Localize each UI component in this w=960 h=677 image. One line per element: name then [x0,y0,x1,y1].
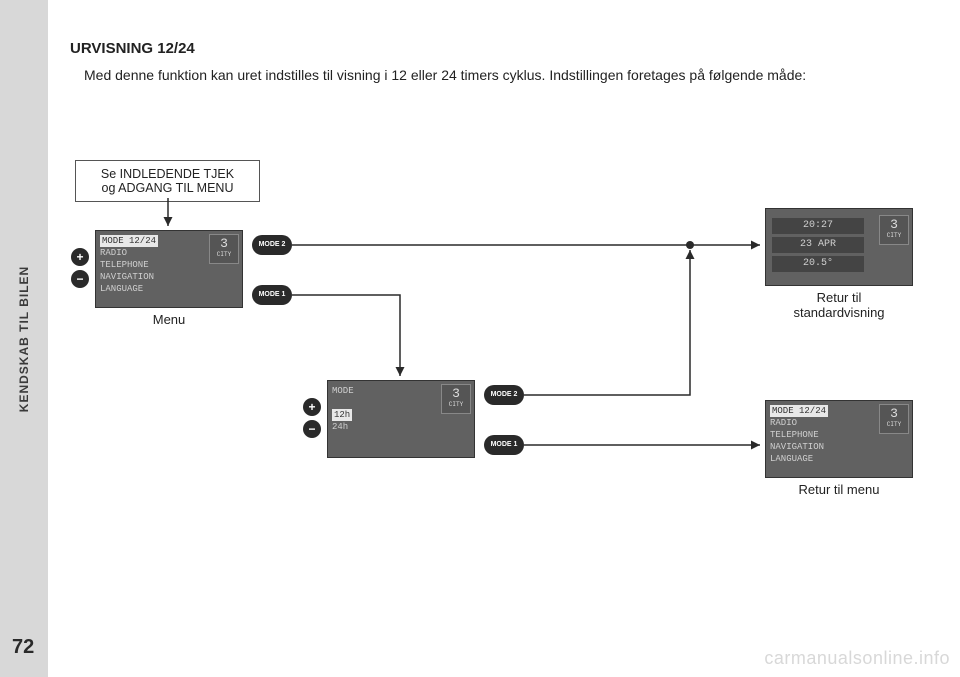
mode1-pill-1[interactable]: MODE 1 [252,285,292,305]
notebox-line1: Se INDLEDENDE TJEK [88,167,247,181]
mode-opt1: 12h [332,409,352,421]
watermark: carmanualsonline.info [764,648,950,669]
rmenu-line3: TELEPHONE [770,430,819,440]
menu-side-icon: 3 CITY [209,234,239,264]
mode2-pill-2[interactable]: MODE 2 [484,385,524,405]
plus-knob-1[interactable]: + [71,248,89,266]
standard-screen: 20:27 23 APR 20.5° 3 CITY [765,208,913,286]
plus-knob-2[interactable]: + [303,398,321,416]
menu-screen: MODE 12/24 RADIO TELEPHONE NAVIGATION LA… [95,230,243,308]
menu-line4: NAVIGATION [100,272,154,282]
std-row3: 20.5° [772,256,864,272]
menu-line5: LANGUAGE [100,284,143,294]
menu-line1: MODE 12/24 [100,235,158,247]
mode-opt2: 24h [332,422,348,432]
rmenu-line4: NAVIGATION [770,442,824,452]
std-side-icon: 3 CITY [879,215,909,245]
minus-knob-1[interactable]: − [71,270,89,288]
rmenu-line2: RADIO [770,418,797,428]
sidebar-label: KENDSKAB TIL BILEN [17,265,31,411]
return-menu-caption: Retur til menu [765,482,913,497]
rmenu-line5: LANGUAGE [770,454,813,464]
rmenu-side-icon: 3 CITY [879,404,909,434]
mode-title: MODE [332,386,354,396]
return-menu-screen: MODE 12/24 RADIO TELEPHONE NAVIGATION LA… [765,400,913,478]
sidebar: KENDSKAB TIL BILEN [0,0,48,677]
std-row1: 20:27 [772,218,864,234]
menu-line3: TELEPHONE [100,260,149,270]
mode-side-icon: 3 CITY [441,384,471,414]
mode2-pill-1[interactable]: MODE 2 [252,235,292,255]
section-body: Med denne funktion kan uret indstilles t… [84,67,940,83]
std-caption: Retur til standardvisning [765,290,913,320]
std-row2: 23 APR [772,237,864,253]
menu-line2: RADIO [100,248,127,258]
mode-screen: MODE 12h 24h 3 CITY [327,380,475,458]
section-heading: URVISNING 12/24 [70,40,940,57]
mode1-pill-2[interactable]: MODE 1 [484,435,524,455]
page-number: 72 [12,636,34,659]
notebox-line2: og ADGANG TIL MENU [88,181,247,195]
notebox: Se INDLEDENDE TJEK og ADGANG TIL MENU [75,160,260,202]
minus-knob-2[interactable]: − [303,420,321,438]
rmenu-line1: MODE 12/24 [770,405,828,417]
flow-diagram: Se INDLEDENDE TJEK og ADGANG TIL MENU MO… [70,150,940,520]
menu-caption: Menu [95,312,243,327]
